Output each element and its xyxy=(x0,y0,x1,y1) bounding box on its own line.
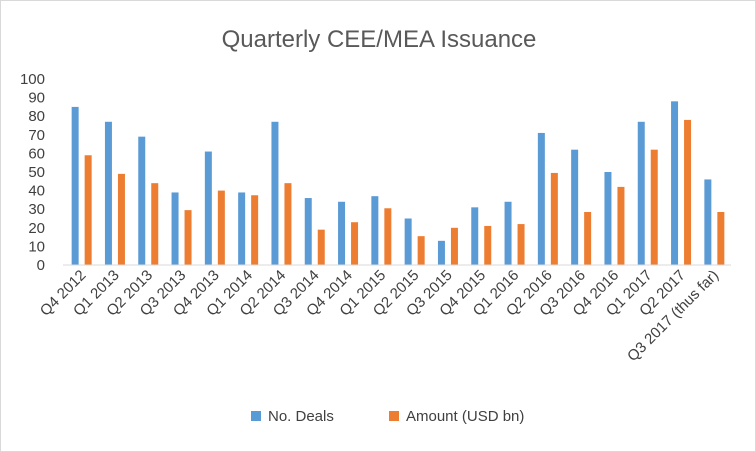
bar-no-deals xyxy=(371,196,379,265)
bar-no-deals xyxy=(204,151,212,265)
y-tick-label: 30 xyxy=(28,201,45,218)
bar-amount xyxy=(417,236,425,265)
legend: No. Deals Amount (USD bn) xyxy=(251,408,524,425)
bar-no-deals xyxy=(704,179,712,265)
bar-amount xyxy=(117,173,125,265)
bar-no-deals xyxy=(71,106,79,266)
bar-no-deals xyxy=(437,240,445,265)
bar-no-deals xyxy=(537,132,545,265)
bar-no-deals xyxy=(404,218,412,265)
y-tick-label: 60 xyxy=(28,145,45,162)
bar-no-deals xyxy=(604,172,612,265)
bar-amount xyxy=(317,229,325,265)
bar-no-deals xyxy=(338,201,346,265)
bar-amount xyxy=(584,211,592,265)
y-tick-label: 20 xyxy=(28,220,45,237)
bar-no-deals xyxy=(171,192,179,265)
bar-no-deals xyxy=(637,121,645,265)
legend-label-no-deals: No. Deals xyxy=(268,408,334,425)
y-tick-label: 0 xyxy=(37,257,45,274)
bar-amount xyxy=(484,225,492,265)
y-tick-label: 50 xyxy=(28,164,45,181)
bar-amount xyxy=(517,224,525,265)
bar-no-deals xyxy=(271,121,279,265)
bar-no-deals xyxy=(571,149,579,265)
y-tick-label: 100 xyxy=(20,71,45,88)
bar-amount xyxy=(217,190,225,265)
bar-amount xyxy=(384,208,392,265)
legend-swatch-no-deals xyxy=(251,411,261,421)
bar-amount xyxy=(450,227,458,265)
bar-no-deals xyxy=(104,121,112,265)
legend-label-amount: Amount (USD bn) xyxy=(406,408,524,425)
bar-amount xyxy=(251,195,259,265)
bar-no-deals xyxy=(671,101,679,265)
bar-amount xyxy=(351,222,359,265)
y-tick-label: 90 xyxy=(28,90,45,107)
y-tick-label: 40 xyxy=(28,183,45,200)
bars xyxy=(71,101,725,266)
y-tick-label: 70 xyxy=(28,127,45,144)
bar-amount xyxy=(684,119,692,265)
bar-amount xyxy=(84,155,92,265)
chart-title: Quarterly CEE/MEA Issuance xyxy=(222,26,537,53)
legend-swatch-amount xyxy=(389,411,399,421)
bar-no-deals xyxy=(471,207,479,265)
bar-amount xyxy=(184,210,192,265)
bar-amount xyxy=(650,149,658,265)
bar-amount xyxy=(284,183,292,265)
bar-no-deals xyxy=(138,136,146,265)
bar-amount xyxy=(717,211,725,265)
bar-amount xyxy=(617,186,625,265)
bar-amount xyxy=(151,183,159,265)
y-tick-label: 10 xyxy=(28,238,45,255)
bar-no-deals xyxy=(504,201,512,265)
bar-amount xyxy=(550,172,558,265)
y-tick-label: 80 xyxy=(28,108,45,125)
bar-no-deals xyxy=(304,198,312,265)
bar-no-deals xyxy=(238,192,246,265)
